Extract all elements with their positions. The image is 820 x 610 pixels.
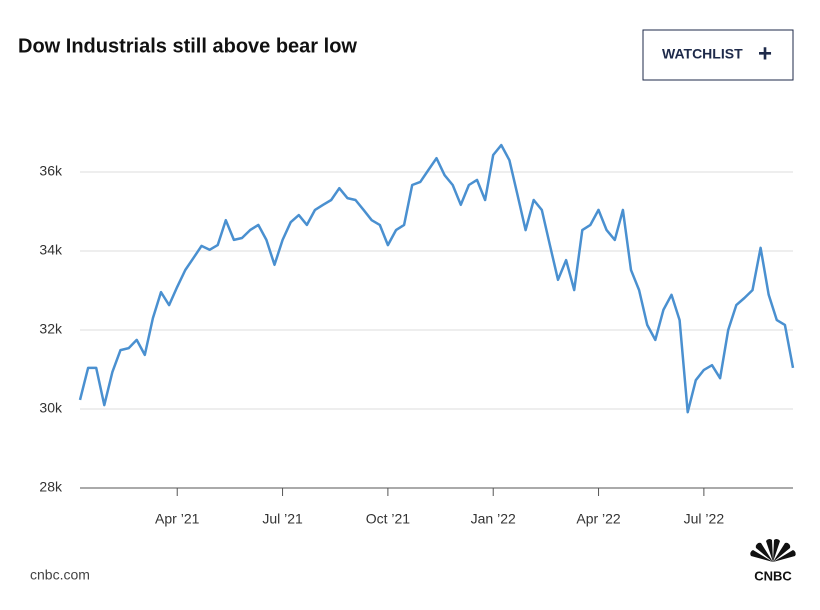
x-tick-label: Apr ’21	[155, 511, 200, 527]
watchlist-button[interactable]: WATCHLIST +	[642, 29, 794, 81]
x-tick-label: Jul ’21	[262, 511, 303, 527]
line	[78, 143, 795, 414]
y-tick-label: 32k	[39, 321, 63, 337]
button-label[interactable]: WATCHLIST	[662, 46, 743, 62]
y-tick-label: 36k	[39, 163, 63, 179]
y-tick-label: 30k	[39, 400, 63, 416]
logo-text: CNBC	[754, 568, 792, 583]
chart-title: Dow Industrials still above bear low	[18, 35, 357, 57]
y-tick-label: 34k	[39, 242, 63, 258]
x-tick-label: Jul ’22	[684, 511, 725, 527]
peacock	[750, 539, 796, 562]
y-tick-label: 28k	[39, 479, 63, 495]
button-icon[interactable]: +	[758, 40, 772, 67]
x-tick-label: Jan ’22	[471, 511, 516, 527]
button-frame[interactable]	[642, 29, 794, 81]
x-tick-label: Oct ’21	[366, 511, 411, 527]
source: cnbc.com	[30, 567, 90, 583]
x-tick-label: Apr ’22	[576, 511, 621, 527]
logo: CNBC	[750, 539, 796, 583]
